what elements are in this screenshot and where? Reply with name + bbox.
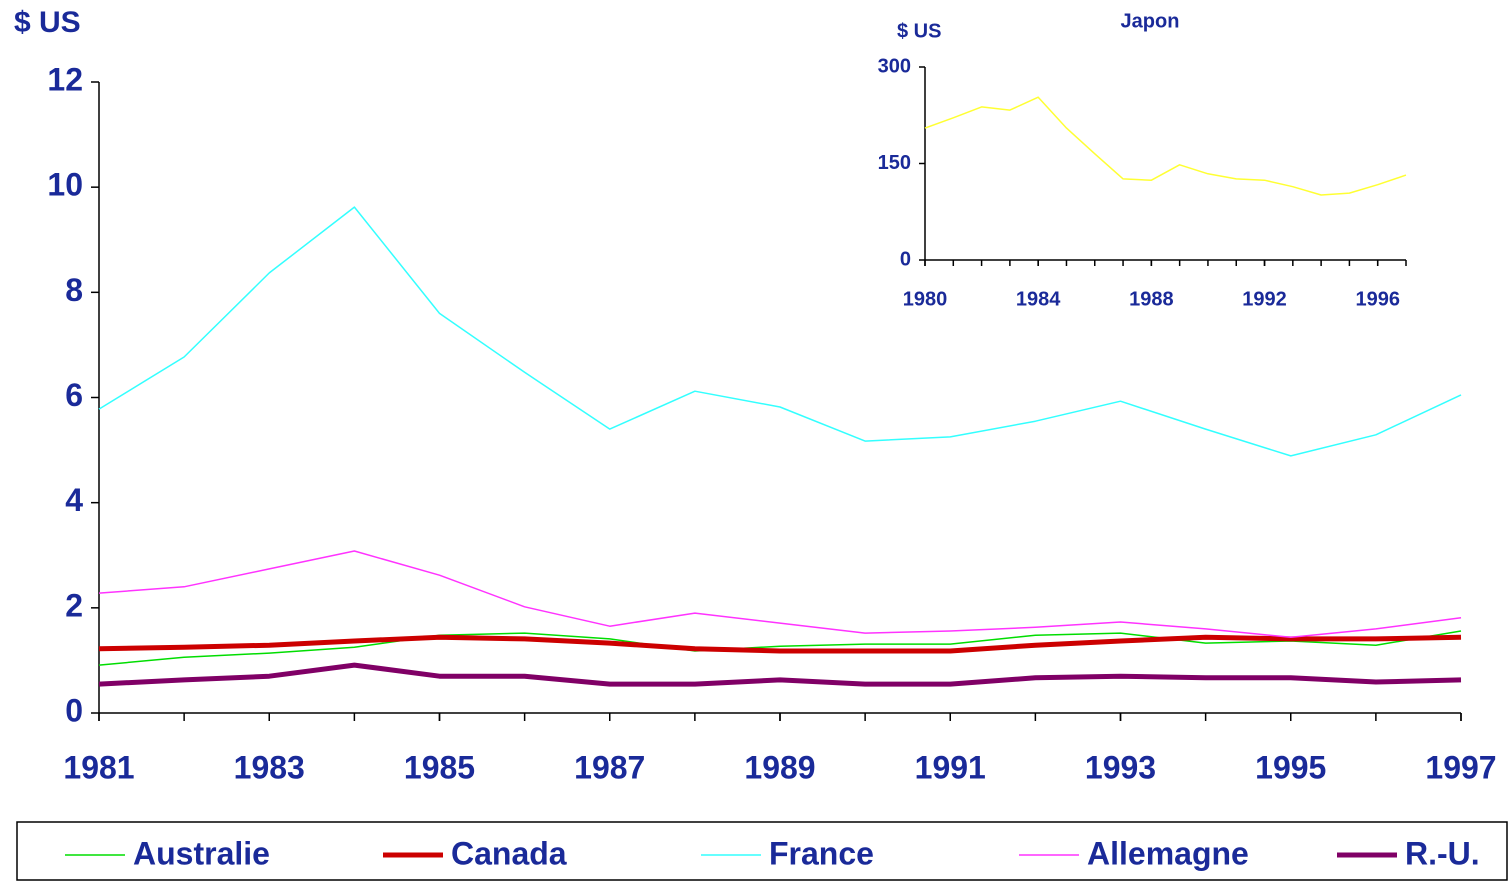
inset-y-axis-label: $ US	[897, 20, 941, 42]
x-tick-label: 1993	[1085, 749, 1156, 785]
x-tick-label: 1989	[744, 749, 815, 785]
x-tick-label: 1983	[234, 749, 305, 785]
x-tick-label: 1996	[1355, 288, 1400, 310]
y-tick-label: 0	[900, 248, 911, 270]
y-tick-label: 300	[878, 55, 911, 77]
legend-label: Australie	[133, 835, 270, 871]
y-tick-label: 10	[47, 167, 83, 203]
x-tick-label: 1997	[1425, 749, 1496, 785]
legend-label: France	[769, 835, 874, 871]
x-tick-label: 1985	[404, 749, 475, 785]
legend-label: Canada	[451, 835, 567, 871]
y-tick-label: 4	[65, 482, 83, 518]
y-tick-label: 0	[65, 692, 83, 728]
x-tick-label: 1991	[915, 749, 986, 785]
x-tick-label: 1980	[903, 288, 948, 310]
data-line	[98, 630, 1462, 666]
data-line	[924, 96, 1407, 196]
x-tick-label: 1995	[1255, 749, 1326, 785]
y-tick-label: 12	[47, 61, 83, 97]
data-line	[98, 550, 1462, 639]
y-tick-label: 2	[65, 587, 83, 623]
x-tick-label: 1992	[1242, 288, 1287, 310]
x-tick-label: 1984	[1016, 288, 1061, 310]
y-tick-label: 6	[65, 377, 83, 413]
x-tick-label: 1981	[63, 749, 134, 785]
legend-box	[16, 821, 1508, 881]
y-tick-label: 8	[65, 272, 83, 308]
inset-title: Japon	[1121, 10, 1180, 32]
x-tick-label: 1988	[1129, 288, 1174, 310]
data-line	[98, 206, 1462, 457]
y-axis-label: $ US	[14, 6, 81, 39]
y-tick-label: 150	[878, 152, 911, 174]
x-tick-label: 1987	[574, 749, 645, 785]
legend-label: R.-U.	[1405, 835, 1480, 871]
data-line	[98, 634, 1462, 654]
legend-label: Allemagne	[1087, 835, 1249, 871]
data-line	[98, 662, 1462, 687]
